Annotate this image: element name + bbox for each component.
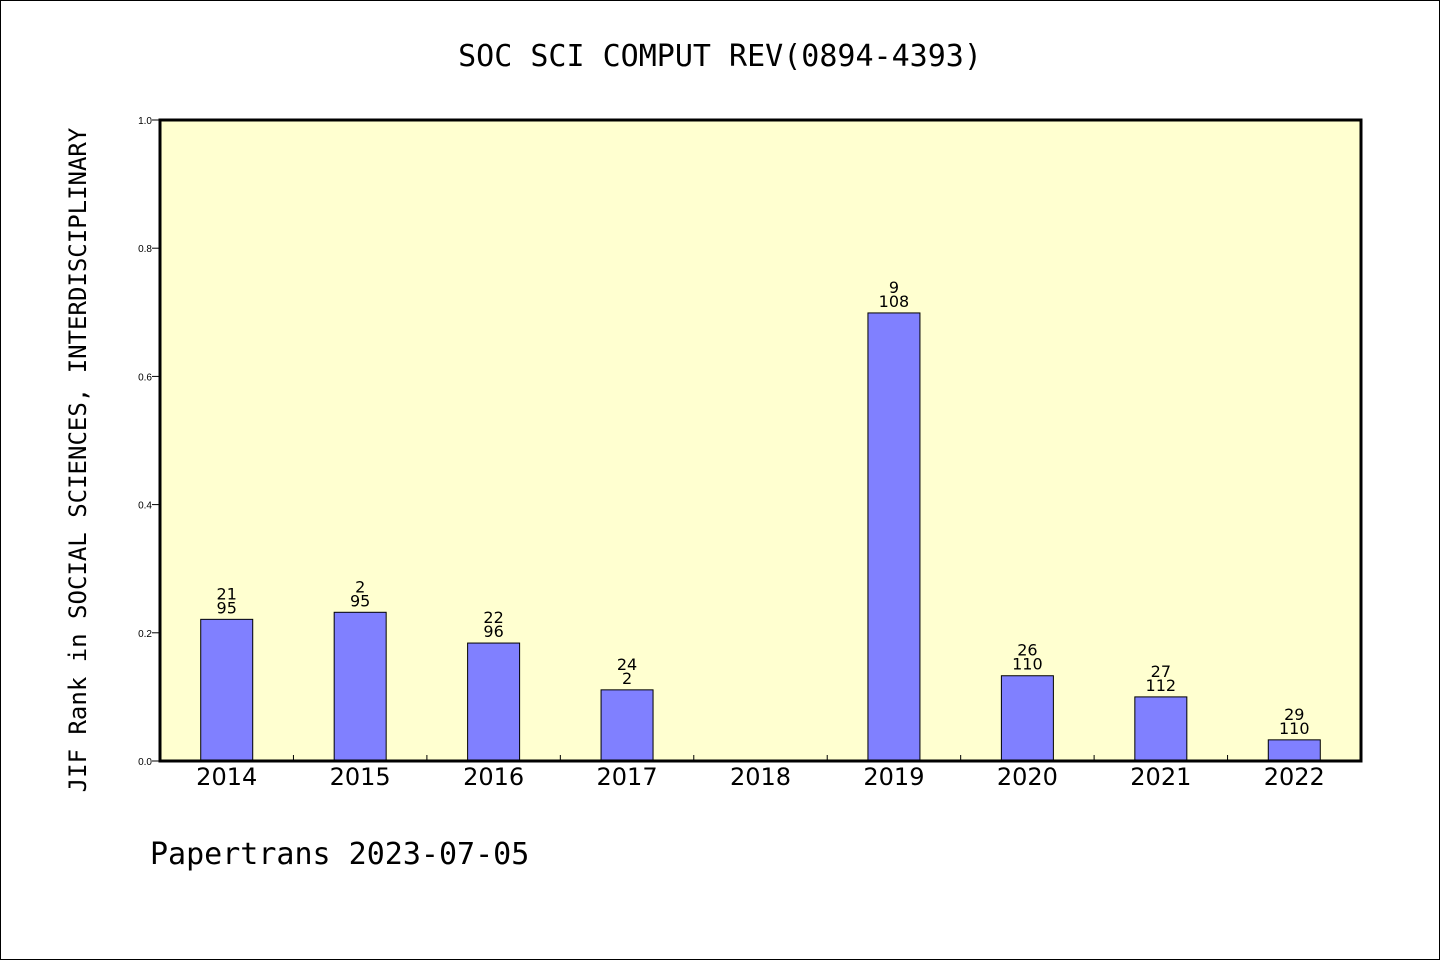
y-axis-ticks: 0.0 0.2 0.4 0.6 0.8 1.0	[138, 116, 160, 768]
total-label: 95	[350, 591, 370, 610]
rank-label: 24	[617, 655, 637, 674]
total-label: 96	[483, 622, 503, 641]
bars	[200, 312, 1321, 762]
bar-2019	[867, 312, 921, 762]
bar-2021	[1134, 696, 1188, 762]
bar-2015	[333, 611, 387, 762]
x-tick-label: 2017	[597, 763, 658, 791]
x-axis-ticks: 2014 2015 2016 2017 2018 2019 2020 2021 2022	[196, 755, 1325, 791]
chart-title: SOC SCI COMPUT REV(0894-4393)	[458, 39, 982, 74]
rank-label: 22	[483, 608, 503, 627]
rank-label: 21	[217, 584, 237, 603]
total-label: 2	[622, 669, 632, 688]
x-tick-label: 2022	[1264, 763, 1325, 791]
bar-2022	[1267, 739, 1321, 762]
x-tick-label: 2020	[997, 763, 1058, 791]
bar-2017	[600, 689, 654, 762]
y-tick-label: 0.4	[138, 501, 152, 512]
x-tick-label: 2018	[730, 763, 791, 791]
plot-border	[158, 118, 1363, 763]
y-tick-label: 0.0	[138, 757, 152, 768]
rank-label: 9	[889, 278, 899, 297]
y-tick-label: 0.8	[138, 244, 152, 255]
total-label: 110	[1012, 655, 1043, 674]
rank-label: 27	[1151, 662, 1171, 681]
x-tick-label: 2015	[330, 763, 391, 791]
total-label: 108	[879, 292, 910, 311]
footer-credit: Papertrans 2023-07-05	[150, 837, 529, 872]
y-tick-label: 1.0	[138, 116, 152, 127]
total-label: 95	[217, 598, 237, 617]
bar-2020	[1000, 675, 1054, 762]
y-axis-label: JIF Rank in SOCIAL SCIENCES, INTERDISCIP…	[64, 127, 92, 792]
y-tick-label: 0.6	[138, 372, 152, 383]
total-label: 112	[1146, 676, 1177, 695]
x-tick-label: 2016	[463, 763, 524, 791]
bar-2014	[200, 618, 254, 762]
rank-label: 29	[1284, 705, 1304, 724]
y-tick-label: 0.2	[138, 629, 152, 640]
bar-2016	[467, 642, 521, 762]
rank-label: 2	[355, 577, 365, 596]
x-tick-label: 2021	[1130, 763, 1191, 791]
total-label: 110	[1279, 719, 1310, 738]
x-tick-label: 2019	[863, 763, 924, 791]
x-tick-label: 2014	[196, 763, 257, 791]
rank-label: 26	[1017, 641, 1037, 660]
